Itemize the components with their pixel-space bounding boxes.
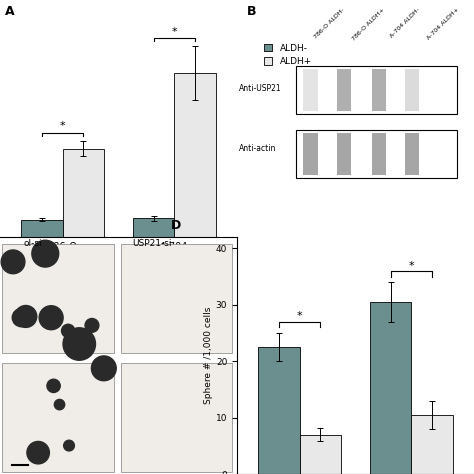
Circle shape [62, 324, 75, 337]
FancyBboxPatch shape [296, 130, 457, 178]
Circle shape [47, 379, 60, 392]
Circle shape [15, 306, 37, 328]
Text: 786-O ALDH+: 786-O ALDH+ [351, 7, 385, 42]
Circle shape [27, 441, 49, 464]
Text: *: * [60, 121, 65, 131]
Bar [411, 415, 453, 474]
Y-axis label: Sphere # /1,000 cells: Sphere # /1,000 cells [204, 307, 213, 404]
Circle shape [63, 328, 95, 360]
FancyBboxPatch shape [405, 69, 419, 111]
Circle shape [55, 400, 64, 410]
Bar [300, 435, 341, 474]
Text: *: * [297, 311, 302, 321]
FancyBboxPatch shape [372, 133, 386, 175]
Text: *: * [172, 27, 177, 36]
Text: *: * [409, 261, 414, 271]
Text: 786-O ALDH-: 786-O ALDH- [313, 7, 345, 39]
Bar [121, 244, 232, 353]
FancyBboxPatch shape [372, 69, 386, 111]
Text: B: B [246, 5, 256, 18]
Bar [174, 73, 216, 237]
Circle shape [91, 356, 116, 381]
Legend: ALDH-, ALDH+: ALDH-, ALDH+ [261, 40, 315, 70]
Text: ol-si: ol-si [24, 239, 43, 248]
Circle shape [12, 309, 30, 327]
Bar [21, 219, 63, 237]
Circle shape [32, 240, 59, 267]
Text: Anti-USP21: Anti-USP21 [239, 84, 282, 93]
Bar [2, 363, 114, 472]
Bar [121, 363, 232, 472]
Circle shape [39, 306, 63, 330]
Bar [258, 347, 300, 474]
Text: A-704 ALDH-: A-704 ALDH- [389, 7, 420, 39]
Bar [2, 244, 114, 353]
Text: D: D [171, 219, 181, 232]
FancyBboxPatch shape [296, 66, 457, 114]
Text: A: A [5, 5, 14, 18]
FancyBboxPatch shape [337, 69, 351, 111]
Text: A-704 ALDH+: A-704 ALDH+ [427, 7, 460, 41]
Circle shape [64, 440, 74, 451]
FancyBboxPatch shape [303, 69, 318, 111]
FancyBboxPatch shape [303, 133, 318, 175]
Circle shape [1, 250, 25, 273]
Text: USP21-si: USP21-si [132, 239, 172, 248]
FancyBboxPatch shape [405, 133, 419, 175]
FancyBboxPatch shape [337, 133, 351, 175]
Circle shape [85, 319, 99, 332]
Bar [63, 148, 104, 237]
Bar [133, 218, 174, 237]
Bar [370, 302, 411, 474]
Text: Anti-actin: Anti-actin [239, 144, 277, 153]
